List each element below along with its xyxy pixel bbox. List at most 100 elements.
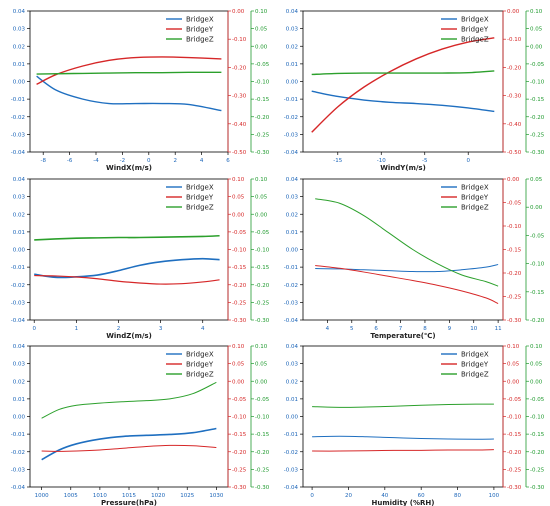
mid-axis-tick-label: 0.00 [507, 9, 520, 15]
mid-axis-tick-label: -0.10 [507, 37, 522, 43]
mid-axis-tick-label: -0.05 [507, 201, 522, 207]
mid-axis-tick-label: -0.20 [232, 65, 247, 71]
legend-label: BridgeZ [186, 204, 214, 212]
right-axis-tick-label: -0.05 [530, 233, 545, 239]
left-axis-tick-label: -0.03 [284, 132, 299, 138]
mid-axis-tick-label: -0.25 [507, 467, 522, 473]
mid-axis-tick-label: -0.40 [232, 122, 247, 128]
mid-axis-tick-label: -0.30 [232, 485, 247, 491]
legend-label: BridgeZ [461, 204, 489, 212]
right-axis-tick-label: -0.10 [255, 248, 270, 254]
right-axis-tick-label: -0.20 [530, 450, 545, 456]
x-axis-tick-label: 1030 [209, 493, 223, 499]
left-axis-tick-label: 0.01 [13, 62, 25, 68]
x-axis-tick-label: -10 [377, 158, 386, 164]
series-line-bridgez [36, 71, 222, 75]
mid-axis-tick-label: -0.10 [507, 224, 522, 230]
right-axis-tick-label: 0.05 [255, 27, 268, 33]
x-axis-tick-label: -5 [422, 158, 428, 164]
right-axis-tick-label: -0.15 [530, 97, 545, 103]
x-axis-tick-label: -8 [40, 158, 46, 164]
series-line-bridgex [41, 427, 217, 461]
left-axis-tick-label: 0.03 [286, 362, 299, 368]
right-axis-tick-label: -0.20 [530, 318, 545, 324]
x-axis-tick-label: 10 [470, 326, 477, 332]
mid-axis-tick-label: -0.20 [232, 283, 247, 289]
series-line-bridgey [36, 56, 222, 85]
x-axis-tick-label: -6 [67, 158, 73, 164]
left-axis-tick-label: -0.01 [11, 97, 25, 103]
left-axis-tick-label: 0.04 [286, 177, 299, 183]
right-axis-tick-label: -0.05 [255, 230, 270, 236]
x-axis-tick-label: 4 [200, 158, 204, 164]
left-axis-tick-label: -0.01 [284, 432, 298, 438]
right-axis-tick-label: 0.05 [255, 195, 268, 201]
right-axis-tick-label: 0.00 [255, 212, 268, 218]
left-axis-tick-label: -0.02 [284, 283, 298, 289]
right-axis-tick-label: 0.00 [530, 379, 543, 385]
x-axis-tick-label: 9 [448, 326, 452, 332]
left-axis-tick-label: -0.04 [284, 485, 299, 491]
right-axis-tick-label: 0.05 [255, 362, 268, 368]
legend-label: BridgeZ [186, 36, 214, 44]
legend-label: BridgeY [186, 26, 214, 34]
left-axis-tick-label: 0.03 [13, 27, 26, 33]
left-axis-tick-label: 0.04 [13, 344, 26, 350]
chart-panel-1: 0.04 0.03 0.02 0.01 0.00 -0.01 -0.02 -0.03 -0.04… [11, 9, 270, 172]
right-axis-tick-label: -0.10 [530, 80, 545, 86]
left-axis-tick-label: 0.01 [13, 397, 25, 403]
x-axis-tick-label: 1010 [93, 493, 107, 499]
right-axis-tick-label: -0.25 [255, 467, 270, 473]
left-axis-tick-label: 0.01 [286, 397, 298, 403]
right-axis-tick-label: 0.10 [255, 344, 268, 350]
series-line-bridgex [312, 435, 494, 440]
legend-label: BridgeZ [461, 36, 489, 44]
x-axis-tick-label: -15 [333, 158, 342, 164]
left-axis-tick-label: 0.02 [13, 379, 25, 385]
right-axis-tick-label: -0.20 [255, 115, 270, 121]
x-axis-tick-label: 1000 [35, 493, 49, 499]
series-line-bridgez [315, 198, 499, 287]
x-axis-tick-label: 4 [326, 326, 330, 332]
x-axis-label: Humidity (%RH) [372, 499, 435, 506]
left-axis-tick-label: 0.00 [286, 415, 299, 421]
right-axis-tick-label: 0.00 [530, 205, 543, 211]
left-axis-tick-label: -0.03 [11, 300, 26, 306]
left-axis-tick-label: 0.01 [13, 230, 25, 236]
left-axis-tick-label: 0.02 [286, 379, 298, 385]
right-axis-tick-label: -0.25 [530, 467, 545, 473]
left-axis-tick-label: 0.04 [286, 9, 299, 15]
left-axis-tick-label: -0.01 [11, 432, 25, 438]
x-axis-tick-label: 7 [399, 326, 403, 332]
left-axis-tick-label: -0.02 [11, 283, 25, 289]
right-axis-tick-label: 0.10 [255, 9, 268, 15]
left-axis-tick-label: 0.00 [286, 80, 299, 86]
mid-axis-tick-label: -0.30 [232, 94, 247, 100]
right-axis-tick-label: -0.05 [255, 62, 270, 68]
x-axis-tick-label: 60 [418, 493, 425, 499]
x-axis-tick-label: 1015 [122, 493, 136, 499]
x-axis-tick-label: -2 [120, 158, 125, 164]
legend-label: BridgeY [186, 361, 214, 369]
legend-label: BridgeZ [186, 371, 214, 379]
mid-axis-tick-label: -0.15 [507, 248, 522, 254]
right-axis-tick-label: 0.00 [255, 379, 268, 385]
x-axis-tick-label: 1005 [64, 493, 78, 499]
series-line-bridgey [312, 449, 494, 452]
right-axis-tick-label: -0.15 [255, 432, 270, 438]
series-line-bridgex [311, 90, 495, 113]
right-axis-tick-label: -0.15 [530, 432, 545, 438]
mid-axis-tick-label: -0.30 [507, 485, 522, 491]
right-axis-tick-label: 0.00 [255, 44, 268, 50]
mid-axis-tick-label: -0.30 [507, 318, 522, 324]
left-axis-tick-label: -0.04 [11, 150, 26, 156]
series-line-bridgez [41, 381, 217, 419]
series-line-bridgex [36, 75, 222, 112]
right-axis-tick-label: -0.25 [255, 300, 270, 306]
x-axis-tick-label: 6 [226, 158, 230, 164]
right-axis-tick-label: -0.15 [255, 97, 270, 103]
left-axis-tick-label: 0.02 [286, 44, 298, 50]
x-axis-tick-label: 4 [201, 326, 205, 332]
legend-label: BridgeX [186, 16, 214, 24]
